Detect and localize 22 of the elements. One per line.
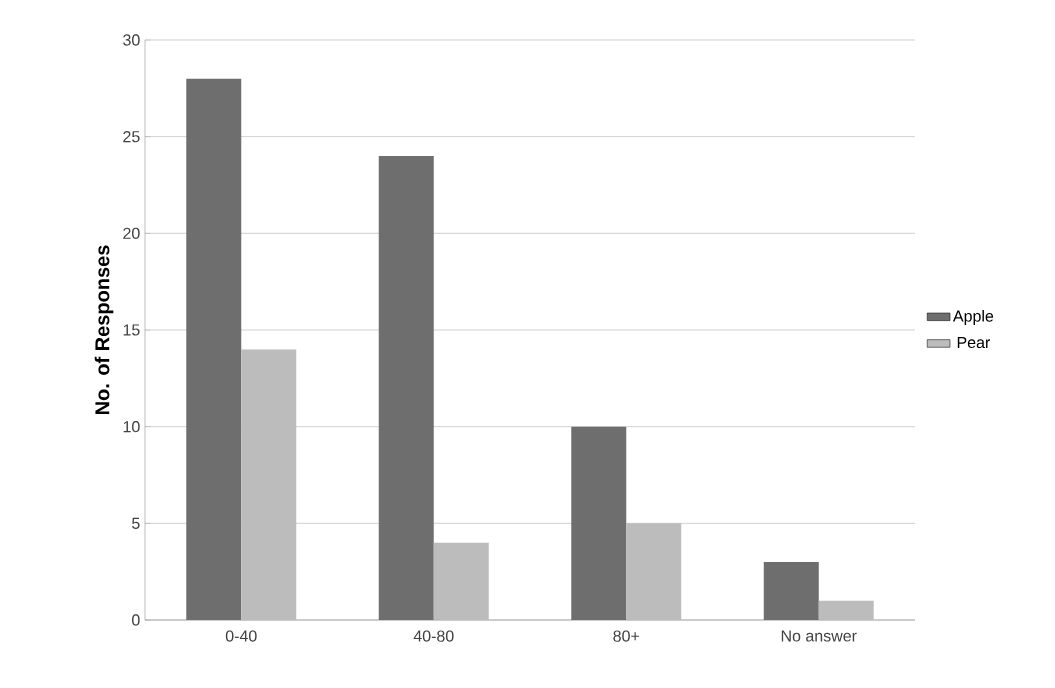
bar (241, 349, 297, 620)
bar (433, 542, 489, 620)
y-tick-label: 5 (132, 517, 140, 529)
y-tick-label: 10 (123, 421, 140, 433)
bar (571, 426, 627, 620)
x-tick-label: 0-40 (225, 630, 257, 642)
y-tick-label: 15 (123, 324, 140, 336)
legend-label: Pear (957, 336, 991, 349)
y-tick-label: 25 (123, 131, 140, 143)
y-tick-label: 20 (123, 227, 140, 239)
bar (763, 562, 819, 620)
y-axis-title: No. of Responses (94, 245, 114, 415)
bar (378, 155, 434, 620)
bar (818, 600, 874, 620)
bar (626, 523, 682, 620)
y-tick-label: 0 (132, 614, 140, 626)
bar (186, 78, 242, 620)
y-tick-label: 30 (123, 34, 140, 46)
x-tick-label: No answer (781, 630, 857, 642)
legend-label: Apple (952, 310, 994, 325)
x-tick-label: 40-80 (413, 630, 454, 642)
x-tick-label: 80+ (613, 630, 640, 642)
